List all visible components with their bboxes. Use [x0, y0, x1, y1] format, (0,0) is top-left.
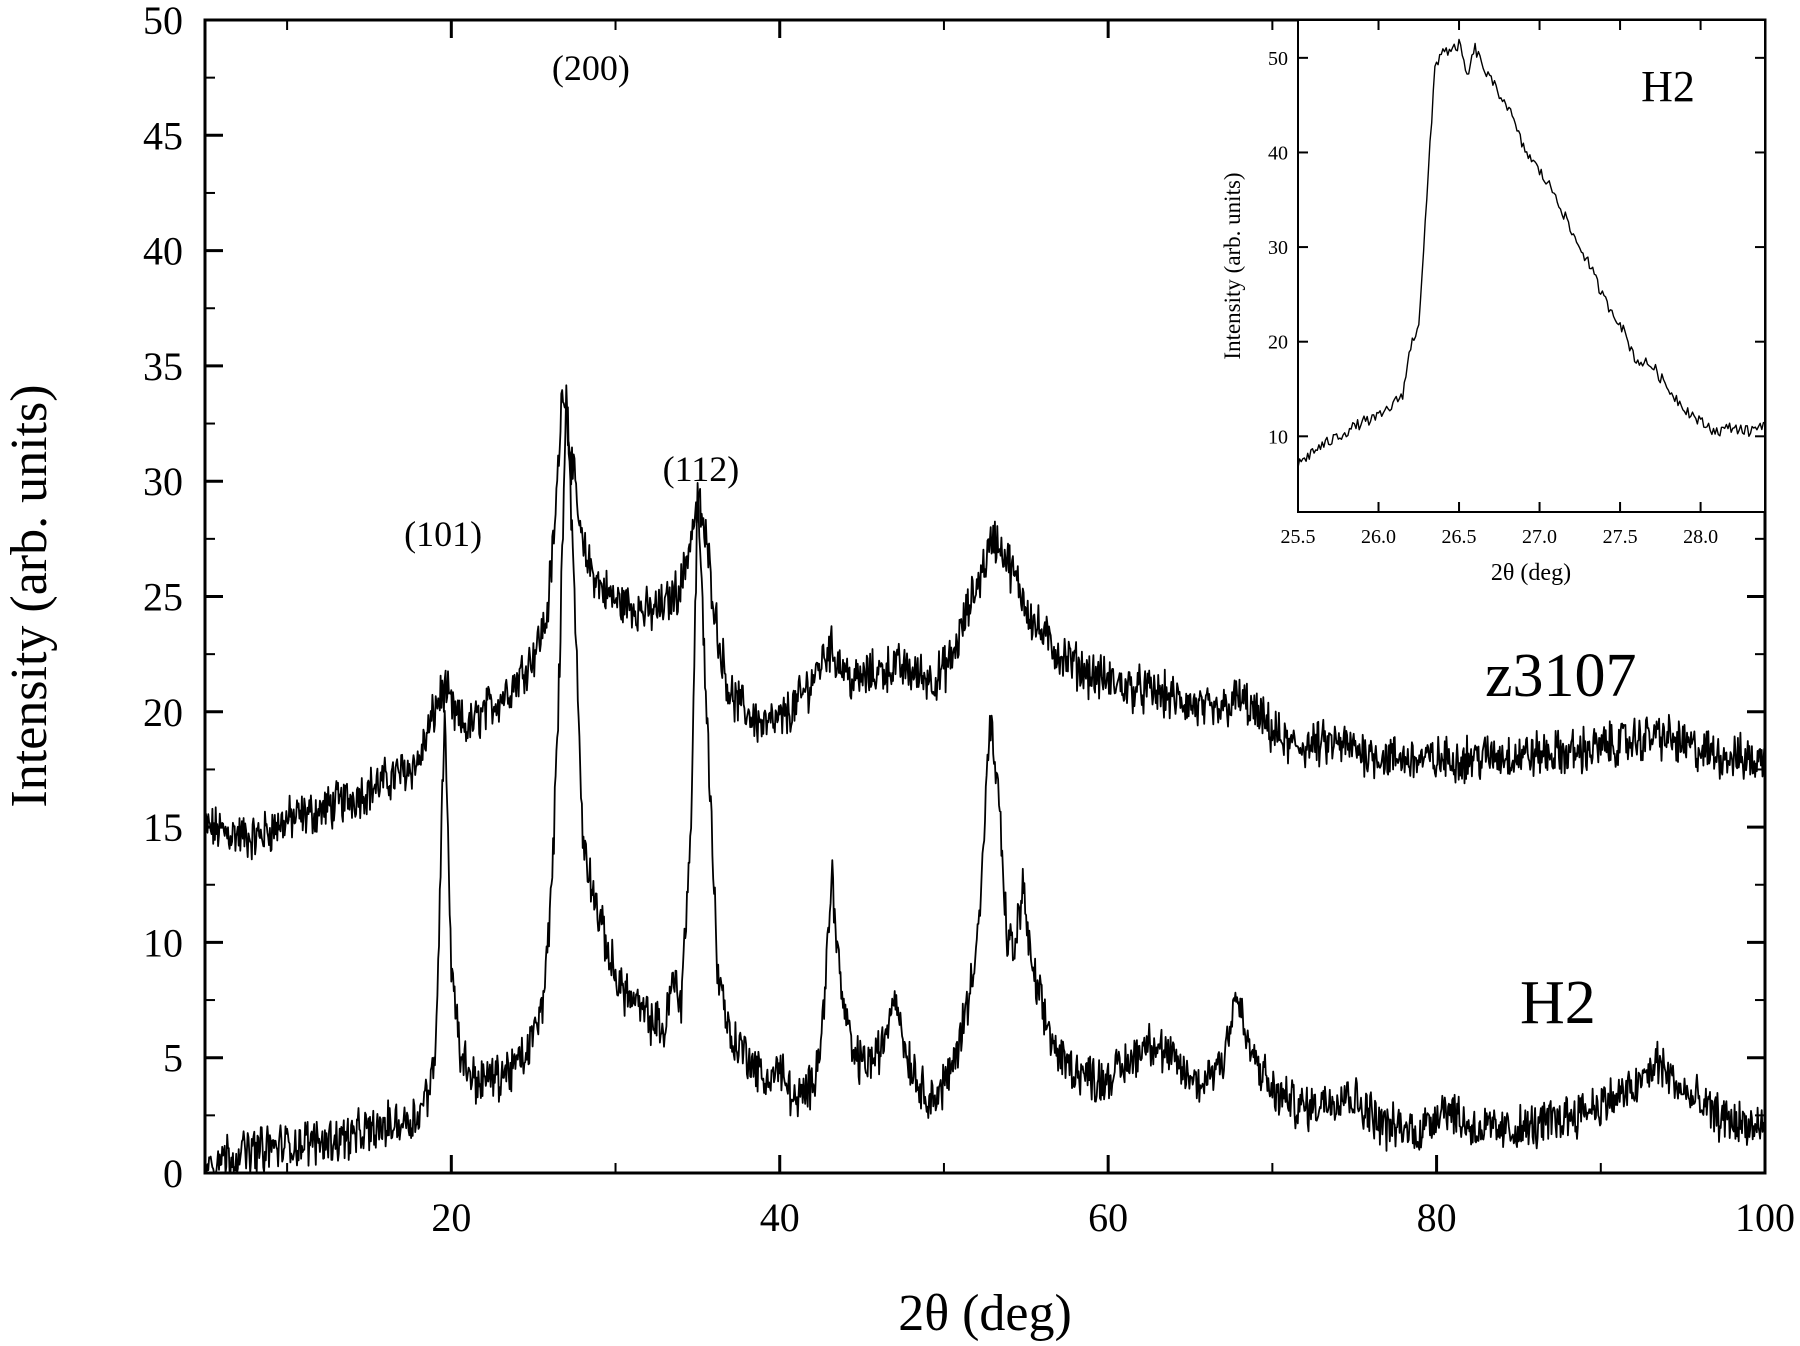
- inset-x-tick-label: 27.5: [1603, 526, 1638, 548]
- inset-y-tick-label: 40: [1268, 142, 1288, 164]
- inset-x-tick-label: 26.5: [1442, 526, 1477, 548]
- inset-x-tick-label: 25.5: [1281, 526, 1316, 548]
- x-tick-label: 100: [1735, 1195, 1795, 1240]
- peak-label: (101): [404, 514, 482, 554]
- inset-y-axis-label: Intensity (arb. units): [1220, 172, 1245, 359]
- peak-label: (112): [663, 449, 740, 489]
- inset-x-tick-label: 28.0: [1683, 526, 1718, 548]
- inset-plot-frame: [1297, 19, 1766, 513]
- x-tick-label: 80: [1417, 1195, 1457, 1240]
- x-tick-label: 60: [1088, 1195, 1128, 1240]
- series-line-z3107: [204, 389, 1766, 861]
- inset-series-line-h2: [1297, 38, 1766, 468]
- inset-y-tick-label: 20: [1268, 332, 1288, 354]
- x-tick-label: 40: [760, 1195, 800, 1240]
- inset-x-axis-label: 2θ (deg): [1491, 560, 1571, 586]
- main-peak-annotations: (101) (200) (112): [404, 48, 739, 554]
- inset-y-tick-label: 10: [1268, 426, 1288, 448]
- y-tick-label: 30: [143, 459, 183, 504]
- main-x-axis-label: 2θ (deg): [898, 1285, 1072, 1342]
- peak-label: (200): [552, 48, 630, 88]
- inset-x-tick-label: 26.0: [1361, 526, 1396, 548]
- x-tick-label: 20: [431, 1195, 471, 1240]
- series-line-h2: [204, 384, 1766, 1174]
- y-tick-label: 0: [163, 1151, 183, 1196]
- inset-title: H2: [1641, 62, 1695, 111]
- y-tick-label: 20: [143, 690, 183, 735]
- main-y-axis-label: Intensity (arb. units): [1, 384, 58, 807]
- y-tick-label: 25: [143, 575, 183, 620]
- inset-y-tick-label: 30: [1268, 237, 1288, 259]
- y-tick-label: 10: [143, 920, 183, 965]
- y-tick-label: 15: [143, 805, 183, 850]
- inset-y-tick-label: 50: [1268, 48, 1288, 70]
- inset-plot: 25.5 26.0 26.5 27.0 27.5 28.0 10 20 30 40 50 H2 2θ…: [1220, 19, 1766, 586]
- series-label-h2: H2: [1520, 969, 1596, 1037]
- series-label-z3107: z3107: [1485, 642, 1637, 710]
- y-tick-label: 35: [143, 344, 183, 389]
- y-tick-label: 40: [143, 229, 183, 274]
- main-series-group: [204, 384, 1766, 1174]
- inset-x-tick-label: 27.0: [1522, 526, 1557, 548]
- y-tick-label: 5: [163, 1036, 183, 1081]
- y-tick-label: 50: [143, 0, 183, 43]
- inset-axis-ticks: 25.5 26.0 26.5 27.0 27.5 28.0 10 20 30 40 50: [1268, 20, 1765, 548]
- inset-series-group: [1297, 38, 1766, 468]
- y-tick-label: 45: [143, 113, 183, 158]
